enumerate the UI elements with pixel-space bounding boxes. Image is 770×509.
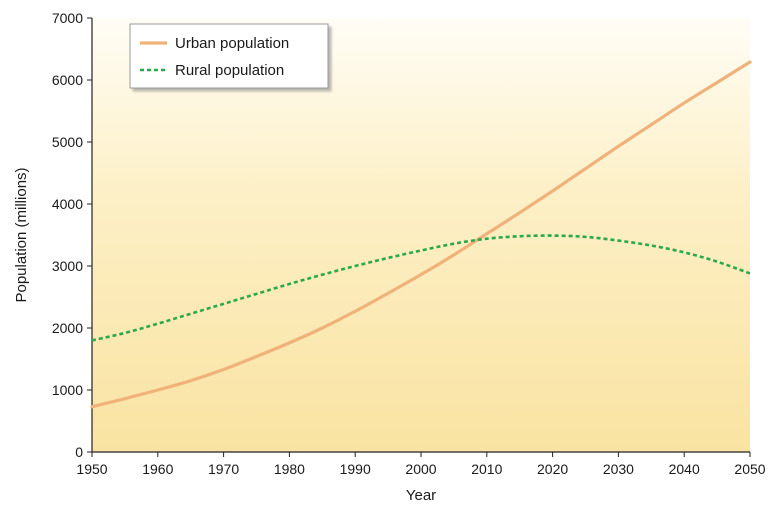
x-axis-title: Year — [406, 487, 436, 504]
x-tick-label: 1970 — [208, 461, 239, 477]
x-tick-label: 1980 — [274, 461, 305, 477]
x-tick-label: 1990 — [340, 461, 371, 477]
x-tick-label: 1960 — [142, 461, 173, 477]
y-axis-ticks: 0 1000 2000 3000 4000 5000 6000 7000 — [52, 10, 92, 460]
x-tick-label: 2040 — [669, 461, 700, 477]
rural-population-line — [91, 234, 751, 342]
y-tick-label: 2000 — [52, 320, 83, 336]
plot-area — [92, 18, 750, 452]
y-tick-label: 0 — [75, 444, 83, 460]
y-tick-label: 7000 — [52, 10, 83, 26]
x-tick-label: 2010 — [471, 461, 502, 477]
x-tick-label: 2030 — [603, 461, 634, 477]
y-tick-label: 1000 — [52, 382, 83, 398]
y-tick-label: 6000 — [52, 72, 83, 88]
urban-population-line — [90, 60, 752, 409]
legend-label-rural-population: Rural population — [175, 62, 284, 79]
y-tick-label: 5000 — [52, 134, 83, 150]
legend-box — [129, 23, 329, 89]
legend: Urban population Rural population — [129, 23, 329, 89]
x-tick-label: 2050 — [734, 461, 765, 477]
legend-label-urban-population: Urban population — [175, 35, 289, 52]
series-layer — [90, 60, 752, 409]
y-tick-label: 3000 — [52, 258, 83, 274]
x-tick-label: 1950 — [76, 461, 107, 477]
y-axis-title: Population (millions) — [13, 167, 30, 302]
x-tick-label: 2000 — [405, 461, 436, 477]
y-tick-label: 4000 — [52, 196, 83, 212]
x-tick-label: 2020 — [537, 461, 568, 477]
x-axis-ticks: 1950 1960 1970 1980 1990 2000 2010 2020 2030 2040… — [76, 452, 766, 477]
